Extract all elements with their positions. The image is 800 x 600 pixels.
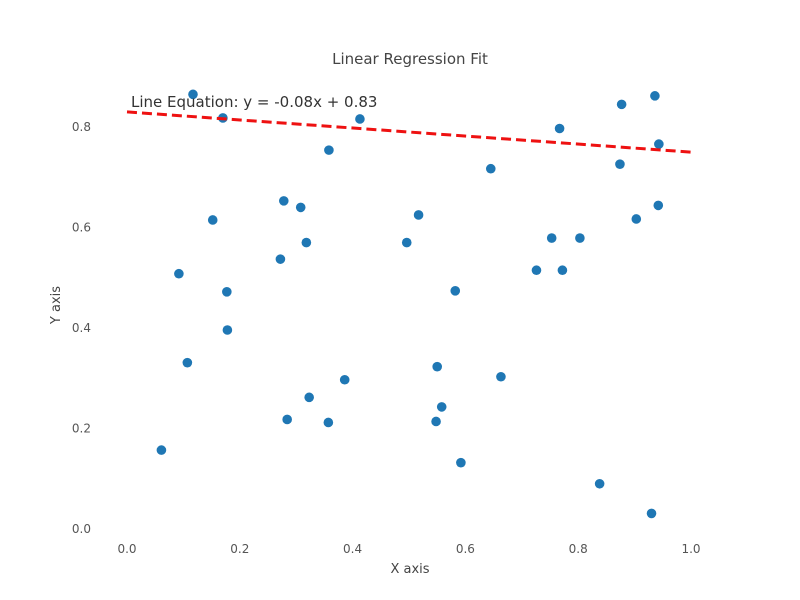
y-tick-label: 0.8 <box>72 120 91 134</box>
data-point <box>222 325 233 335</box>
x-axis-ticks: 0.0 0.2 0.4 0.6 0.8 1.0 <box>117 542 700 556</box>
data-point <box>654 139 664 149</box>
data-point <box>496 371 506 382</box>
y-tick-label: 0.6 <box>72 221 91 235</box>
data-points <box>156 89 664 519</box>
data-point <box>456 457 466 468</box>
data-point <box>413 210 424 220</box>
data-point <box>156 445 167 455</box>
data-point <box>295 202 306 213</box>
data-point <box>282 414 292 425</box>
data-point <box>222 287 232 297</box>
y-tick-label: 0.4 <box>72 321 91 335</box>
data-point <box>431 416 441 427</box>
data-point <box>615 159 625 169</box>
data-point <box>339 374 350 385</box>
data-point <box>174 268 184 279</box>
data-point <box>650 91 660 101</box>
data-point <box>594 478 605 489</box>
data-point <box>304 392 314 403</box>
y-axis-ticks: 0.0 0.2 0.4 0.6 0.8 <box>72 120 91 536</box>
data-point <box>646 508 657 519</box>
data-point <box>207 215 218 225</box>
y-tick-label: 0.0 <box>72 522 91 536</box>
data-point <box>301 237 312 248</box>
data-point <box>653 200 664 211</box>
data-point <box>531 265 542 276</box>
data-point <box>557 265 568 276</box>
data-point <box>546 233 557 243</box>
data-point <box>278 196 289 206</box>
x-tick-label: 0.6 <box>456 542 475 556</box>
y-axis-label: Y axis <box>49 286 64 325</box>
data-point <box>436 402 447 412</box>
data-point <box>324 145 334 155</box>
x-axis-label: X axis <box>390 562 429 577</box>
data-point <box>355 114 365 124</box>
data-point <box>575 233 585 243</box>
data-point <box>631 214 642 224</box>
data-point <box>182 357 193 368</box>
x-tick-label: 1.0 <box>681 542 700 556</box>
data-point <box>401 237 412 248</box>
data-point <box>485 163 496 174</box>
data-point <box>450 286 461 296</box>
x-tick-label: 0.0 <box>117 542 136 556</box>
line-equation-annotation: Line Equation: y = -0.08x + 0.83 <box>131 93 377 111</box>
x-tick-label: 0.4 <box>343 542 362 556</box>
regression-line <box>126 110 692 154</box>
x-tick-label: 0.2 <box>230 542 249 556</box>
data-point <box>432 361 443 372</box>
data-point <box>323 417 334 428</box>
chart-title: Linear Regression Fit <box>332 50 488 68</box>
data-point <box>616 99 627 110</box>
x-tick-label: 0.8 <box>569 542 588 556</box>
y-tick-label: 0.2 <box>72 422 91 436</box>
data-point <box>275 254 286 264</box>
data-point <box>188 89 198 100</box>
data-point <box>554 123 565 134</box>
